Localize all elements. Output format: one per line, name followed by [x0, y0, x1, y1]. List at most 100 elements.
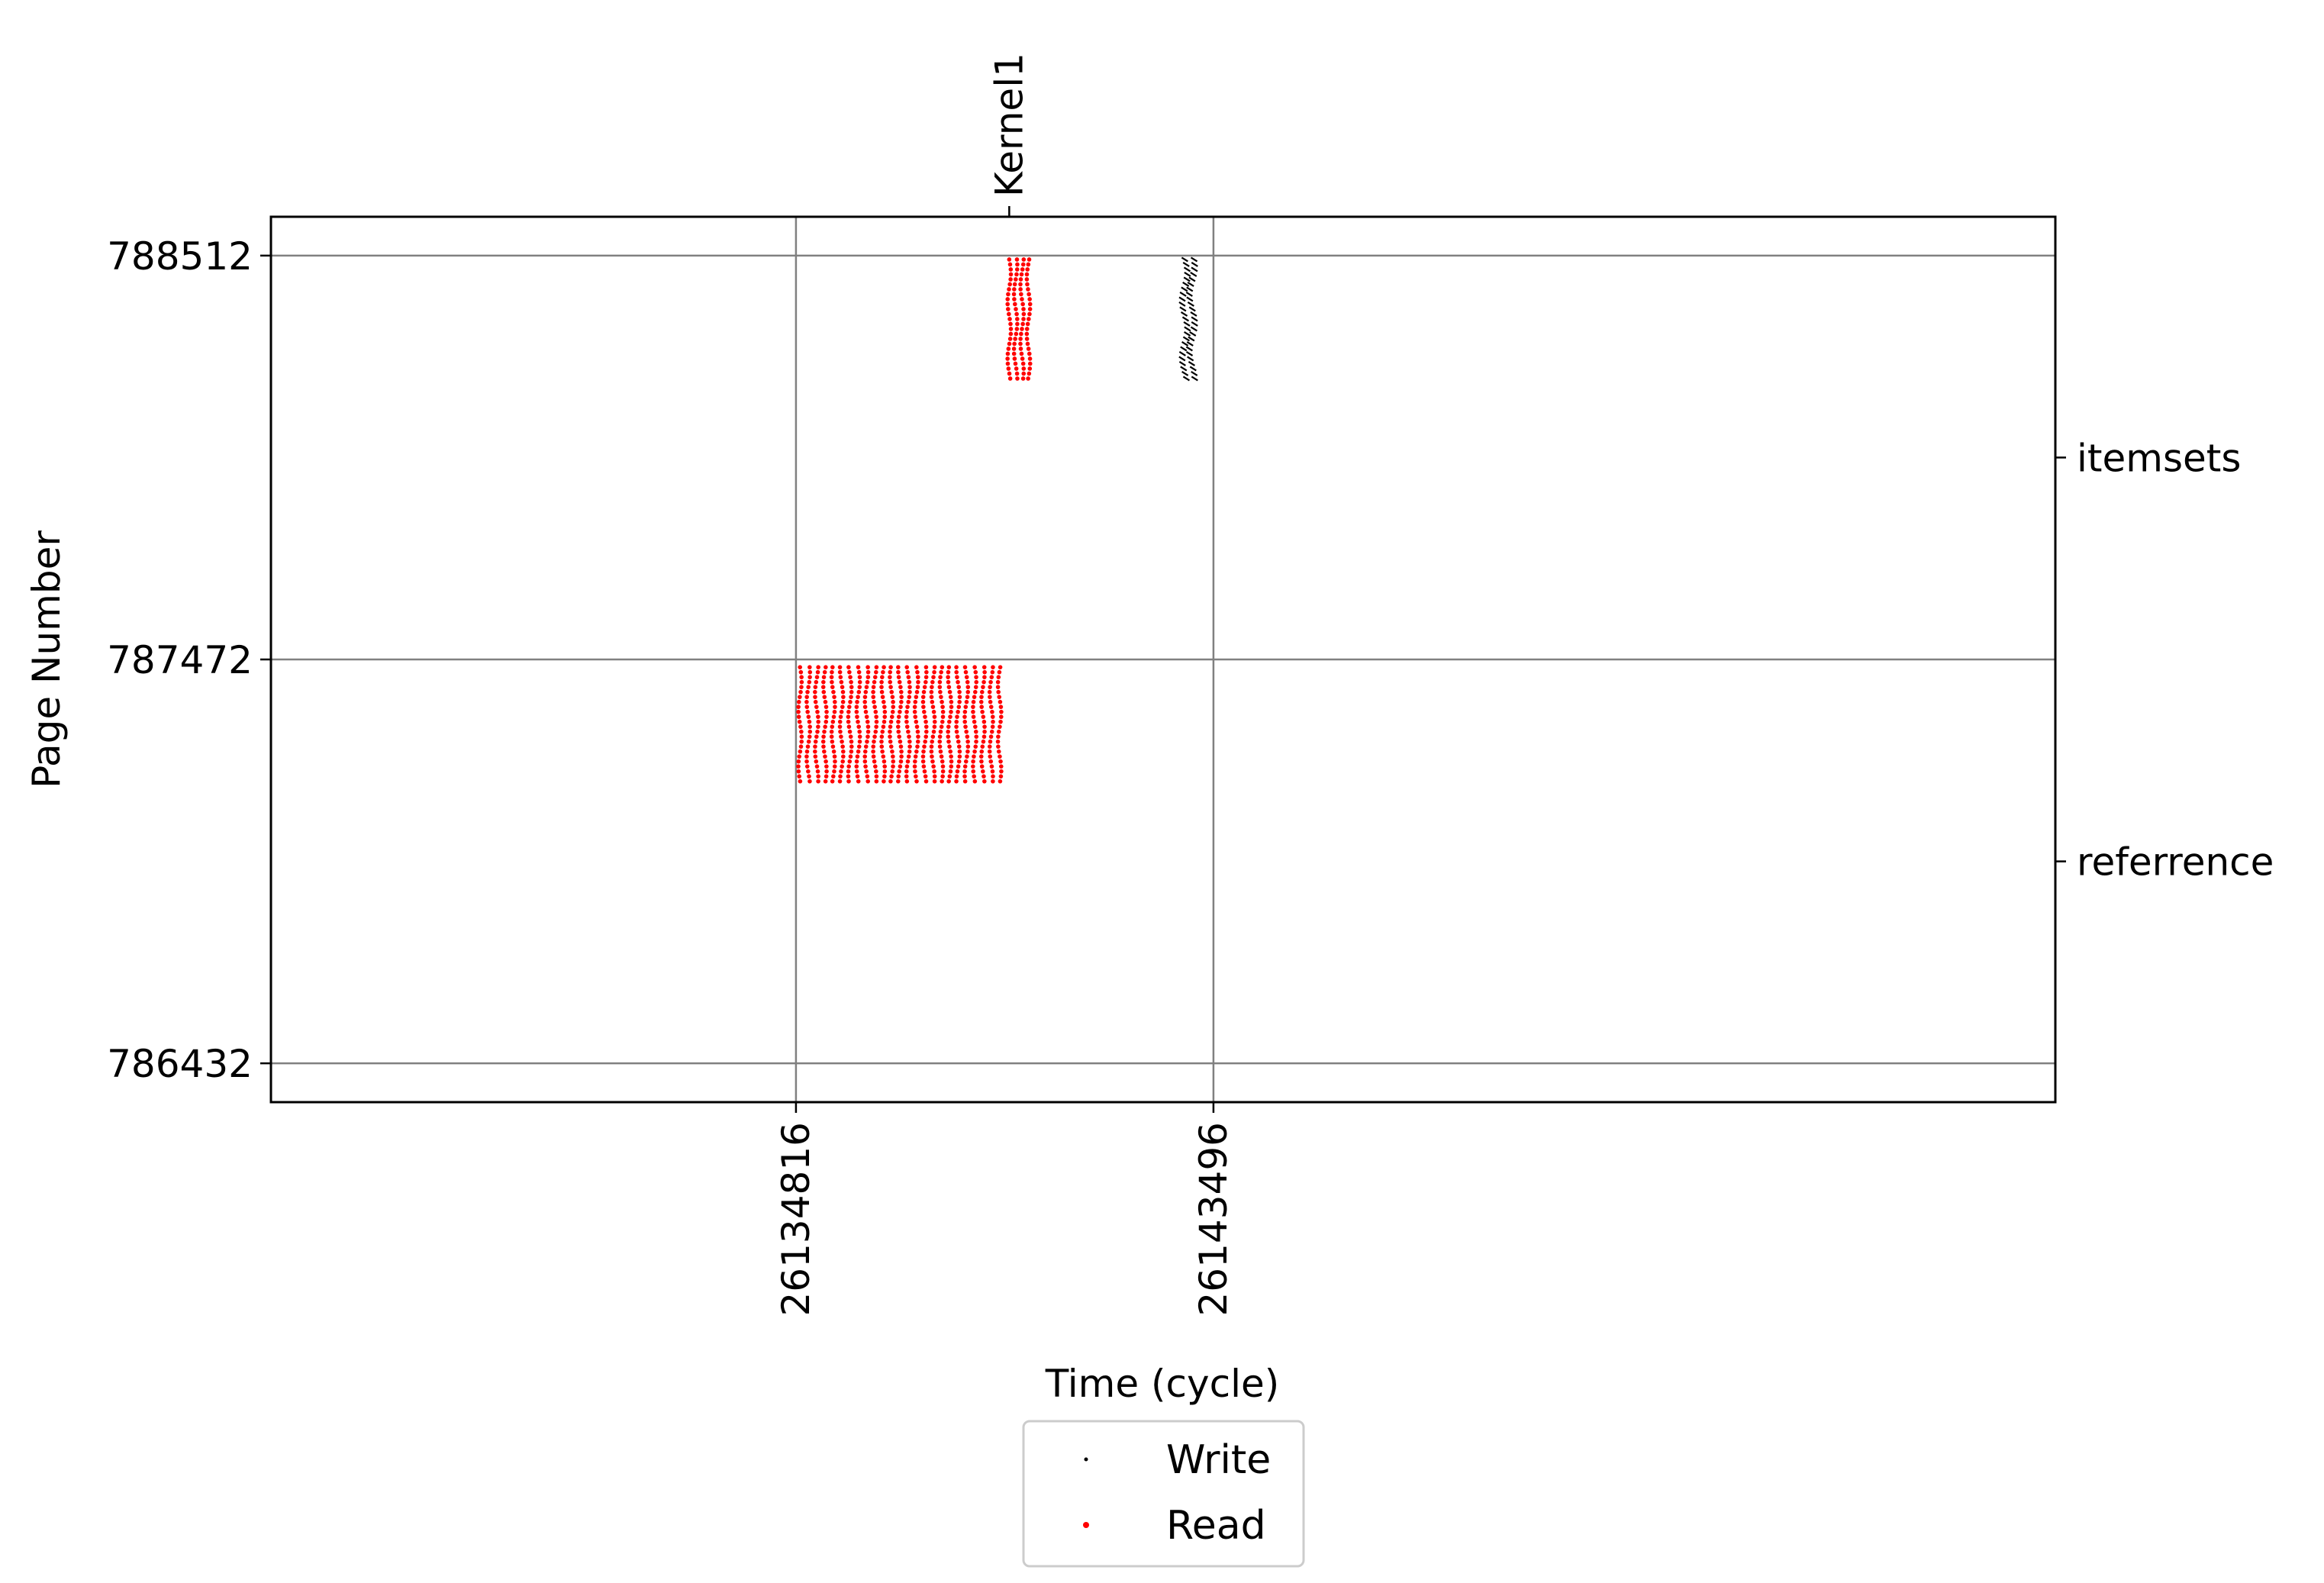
read-point — [1021, 311, 1027, 317]
read-point — [982, 779, 987, 784]
read-point — [1019, 272, 1024, 277]
read-point — [929, 744, 934, 749]
read-point — [924, 669, 929, 675]
read-point — [965, 739, 970, 744]
read-point — [996, 734, 1001, 739]
read-point — [1005, 361, 1011, 366]
read-point — [831, 749, 836, 754]
read-point — [972, 719, 977, 724]
right-tick-label: referrence — [2077, 840, 2274, 885]
read-point — [914, 689, 920, 695]
write-point — [1183, 276, 1191, 282]
read-point — [879, 685, 884, 689]
read-point — [946, 779, 951, 784]
read-point — [816, 774, 820, 779]
read-point — [857, 739, 862, 744]
read-point — [979, 704, 984, 709]
read-point — [798, 665, 803, 669]
read-point — [1015, 317, 1020, 321]
read-point — [863, 744, 869, 749]
legend-box — [1022, 1420, 1305, 1568]
read-point — [988, 739, 993, 744]
read-point — [1008, 267, 1014, 272]
read-point — [1013, 361, 1018, 366]
read-point — [989, 764, 994, 769]
read-point — [907, 734, 911, 739]
read-point — [796, 709, 801, 714]
read-point — [874, 719, 879, 724]
y-axis-label: Page Number — [24, 530, 69, 788]
read-point — [930, 734, 936, 739]
read-point — [872, 734, 877, 739]
write-point — [1188, 306, 1196, 312]
read-point — [822, 749, 827, 754]
write-point — [1181, 286, 1188, 292]
read-point — [982, 729, 987, 734]
read-point — [1020, 321, 1025, 327]
read-point — [1020, 262, 1026, 267]
read-point — [932, 779, 937, 784]
read-point — [996, 675, 1001, 679]
read-point — [949, 704, 954, 709]
read-point — [923, 724, 929, 729]
read-point — [979, 749, 985, 754]
read-point — [846, 665, 851, 669]
read-point — [840, 744, 845, 749]
read-point — [830, 779, 835, 784]
read-point — [930, 739, 935, 744]
read-point — [905, 669, 910, 675]
write-point — [1188, 336, 1195, 342]
read-point — [988, 699, 993, 704]
read-point — [882, 665, 886, 669]
read-point — [898, 704, 903, 709]
read-point — [898, 709, 902, 714]
read-point — [898, 764, 903, 769]
read-point — [907, 695, 912, 699]
read-point — [796, 769, 801, 774]
read-point — [824, 714, 829, 719]
write-point — [1178, 301, 1186, 307]
legend-read-label: Read — [1166, 1503, 1266, 1549]
read-point — [948, 749, 953, 754]
read-point — [904, 714, 909, 719]
read-point — [839, 709, 844, 714]
read-point — [964, 675, 969, 679]
read-point — [999, 709, 1004, 714]
read-point — [982, 669, 987, 675]
write-point — [1191, 266, 1198, 272]
read-point — [1027, 297, 1032, 301]
read-point — [979, 689, 985, 695]
read-point — [940, 665, 945, 669]
read-point — [914, 779, 919, 784]
read-point — [904, 764, 910, 769]
write-point — [1180, 366, 1188, 372]
read-point — [889, 774, 894, 779]
read-point — [1021, 317, 1026, 321]
read-point — [962, 769, 967, 774]
read-point — [974, 679, 979, 685]
read-point — [832, 709, 837, 714]
read-point — [891, 764, 895, 769]
write-point — [1184, 272, 1191, 277]
read-point — [1005, 307, 1011, 311]
read-point — [797, 774, 802, 779]
read-point — [938, 675, 943, 679]
read-point — [956, 764, 961, 769]
read-point — [1021, 366, 1027, 371]
read-point — [846, 764, 851, 769]
read-point — [881, 669, 885, 675]
read-point — [987, 689, 992, 695]
read-point — [865, 724, 871, 729]
read-point — [1012, 287, 1017, 292]
read-point — [799, 729, 804, 734]
read-point — [1024, 331, 1030, 337]
read-point — [973, 744, 978, 749]
read-point — [841, 754, 846, 759]
read-point — [971, 769, 976, 774]
read-point — [1024, 337, 1030, 341]
read-point — [979, 695, 984, 699]
read-point — [971, 709, 975, 714]
read-point — [1011, 292, 1017, 297]
read-point — [955, 675, 959, 679]
